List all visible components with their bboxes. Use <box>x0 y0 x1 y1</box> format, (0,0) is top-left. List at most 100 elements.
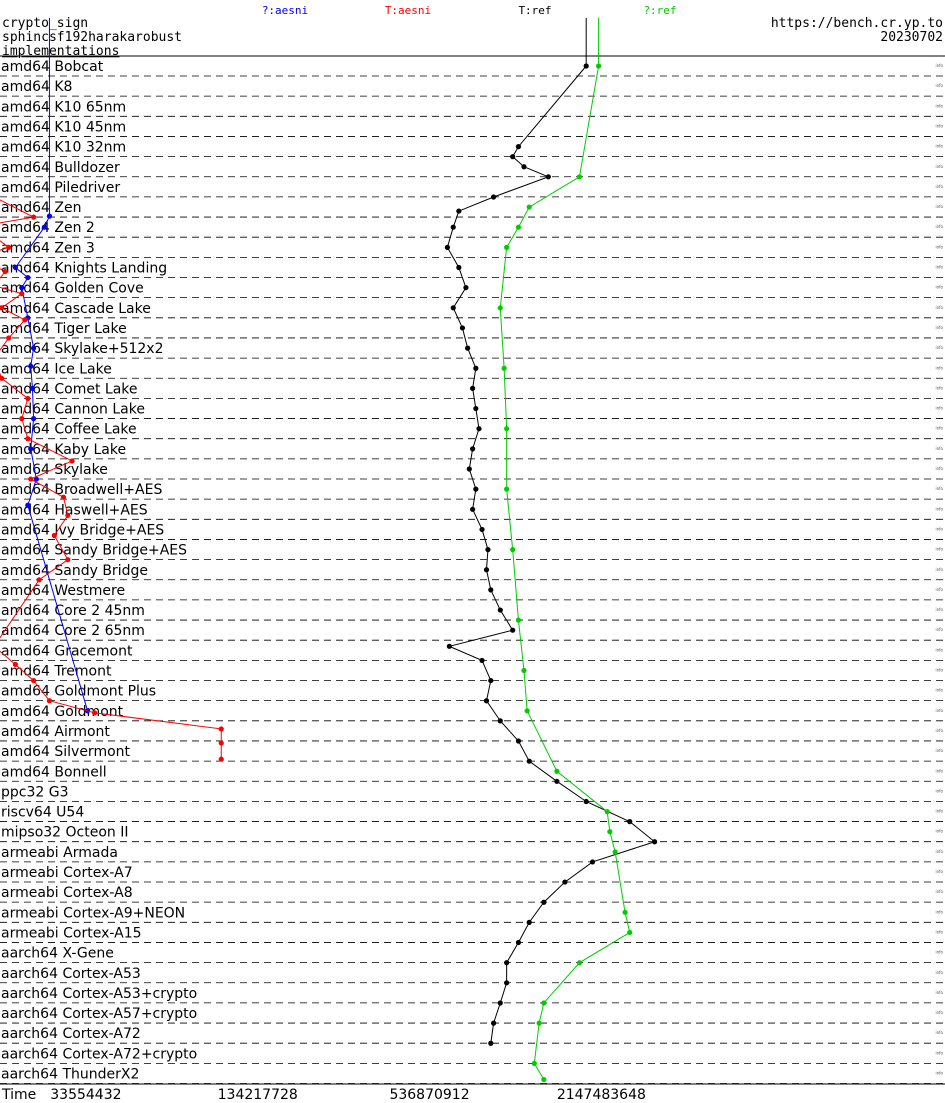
data-point <box>473 486 479 492</box>
data-point <box>29 385 36 391</box>
data-point <box>25 274 31 281</box>
row-detail: info <box>935 204 943 209</box>
row-label: amd64 Kaby Lake <box>1 442 126 458</box>
data-point <box>627 929 633 936</box>
row-detail: info <box>935 1071 943 1076</box>
data-point <box>612 849 618 855</box>
title-line-2: sphincsf192harakarobust <box>2 30 182 45</box>
data-point <box>483 698 490 704</box>
row-label: armeabi Cortex-A15 <box>1 925 142 941</box>
data-point <box>526 204 532 210</box>
legend-entry: T:ref <box>518 4 551 17</box>
row-detail: info <box>935 486 943 491</box>
data-point <box>69 458 75 464</box>
row-label: armeabi Cortex-A9+NEON <box>1 905 185 921</box>
x-tick-label: 536870912 <box>389 1087 469 1103</box>
x-tick-label: 33554432 <box>50 1087 121 1103</box>
row-label: amd64 Comet Lake <box>1 381 138 397</box>
data-point <box>604 808 610 815</box>
data-point <box>607 829 613 835</box>
row-detail: info <box>935 950 943 955</box>
row-label: amd64 Zen 3 <box>1 240 95 256</box>
row-label: amd64 Sandy Bridge+AES <box>1 543 187 559</box>
data-point <box>541 1076 547 1083</box>
row-detail: info <box>935 426 943 431</box>
row-label: amd64 Ice Lake <box>1 361 112 377</box>
row-label: aarch64 Cortex-A57+crypto <box>1 1006 197 1022</box>
data-point <box>25 395 31 402</box>
data-point <box>479 526 485 533</box>
data-point <box>515 617 522 623</box>
data-point <box>25 502 31 508</box>
row-label: armeabi Armada <box>1 845 118 861</box>
grid-lines <box>0 75 945 1084</box>
data-point <box>6 244 12 250</box>
data-point <box>554 778 560 784</box>
row-detail: info <box>935 1050 943 1055</box>
row-label: amd64 Bobcat <box>1 59 104 75</box>
data-point <box>497 1000 503 1006</box>
row-label: amd64 Bulldozer <box>1 160 120 176</box>
data-point <box>459 325 466 331</box>
row-detail: info <box>935 285 943 290</box>
data-point <box>545 174 551 180</box>
row-detail: info <box>935 406 943 411</box>
data-point <box>488 1040 494 1046</box>
data-point <box>497 607 503 613</box>
row-detail: info <box>935 83 943 88</box>
data-point <box>28 476 34 482</box>
data-point <box>28 446 34 452</box>
data-point <box>473 405 479 412</box>
row-label: amd64 Core 2 45nm <box>1 603 145 619</box>
row-detail: info <box>935 688 943 693</box>
data-point <box>470 506 476 512</box>
data-point <box>652 839 658 845</box>
row-label: amd64 Core 2 65nm <box>1 623 145 639</box>
data-point <box>504 486 510 492</box>
data-point <box>483 567 490 573</box>
data-point <box>576 174 583 180</box>
data-point <box>510 547 516 553</box>
data-point <box>36 577 42 583</box>
row-detail: info <box>935 224 943 229</box>
row-detail: info <box>935 748 943 753</box>
data-point <box>531 1060 537 1067</box>
row-label: amd64 Silvermont <box>1 744 131 760</box>
data-point <box>450 224 456 230</box>
row-detail: info <box>935 385 943 390</box>
row-label: amd64 Cannon Lake <box>1 402 145 418</box>
data-point <box>488 587 494 593</box>
source-url: https://bench.cr.yp.to <box>771 16 943 31</box>
row-detail: info <box>935 345 943 350</box>
data-point <box>485 547 491 553</box>
row-label: armeabi Cortex-A8 <box>1 885 133 901</box>
row-detail: info <box>935 627 943 632</box>
row-detail: info <box>935 668 943 673</box>
row-detail: info <box>935 547 943 552</box>
x-axis-label: Time <box>1 1087 36 1103</box>
data-point <box>504 426 510 432</box>
row-label: amd64 Airmont <box>1 724 110 740</box>
data-point <box>583 798 589 805</box>
data-point <box>589 859 596 865</box>
row-detail: info <box>935 768 943 773</box>
row-label: amd64 Goldmont Plus <box>1 684 156 700</box>
data-point <box>12 264 19 271</box>
data-point <box>92 710 98 716</box>
data-point <box>446 643 452 649</box>
row-label: aarch64 X-Gene <box>1 946 114 962</box>
data-point <box>504 244 510 250</box>
data-point <box>497 718 503 724</box>
data-point <box>450 305 456 311</box>
row-label: amd64 Coffee Lake <box>1 422 137 438</box>
data-point <box>12 661 19 668</box>
data-point <box>515 144 522 150</box>
row-detail: info <box>935 647 943 652</box>
row-label: amd64 Bonnell <box>1 764 107 780</box>
row-label: aarch64 Cortex-A53 <box>1 966 141 982</box>
data-point <box>515 939 522 946</box>
date-stamp: 20230702 <box>880 30 943 45</box>
row-detail: info <box>935 829 943 834</box>
data-point <box>463 285 469 291</box>
legend-entry: ?:aesni <box>262 4 308 17</box>
